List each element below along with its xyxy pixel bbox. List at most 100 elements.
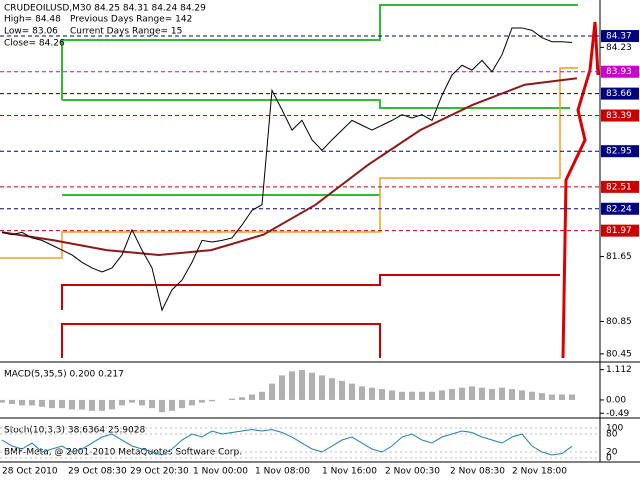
level-label: 83.66 (606, 89, 632, 99)
time-label: 2 Nov 00:30 (385, 467, 440, 477)
macd-bar (99, 399, 105, 411)
macd-bar (49, 399, 55, 409)
macd-bar (19, 399, 25, 406)
price-tick-label: 84.23 (606, 43, 632, 53)
macd-bar (459, 387, 465, 400)
macd-bar (139, 399, 145, 406)
macd-bar (479, 387, 485, 400)
level-label: 82.51 (606, 182, 632, 192)
macd-bar (409, 391, 415, 400)
channel-line (61, 4, 578, 100)
macd-bar (199, 399, 205, 403)
macd-bar (29, 399, 35, 406)
stoch-tick-label: 100 (606, 424, 623, 434)
macd-bar (429, 391, 435, 400)
stoch-label: Stoch(10,3,3) 38.6364 25.9028 (4, 426, 145, 436)
macd-bar (539, 393, 545, 400)
macd-bar (309, 372, 315, 400)
channel-line (62, 99, 570, 109)
prev-range: Previous Days Range= 142 (70, 15, 192, 25)
macd-bar (509, 389, 515, 400)
macd-bar (489, 389, 495, 400)
macd-bar (229, 398, 235, 400)
curr-range: Current Days Range= 15 (70, 27, 182, 37)
low: Low= 83.06 (4, 27, 58, 37)
macd-bar (449, 389, 455, 400)
level-label: 84.37 (606, 32, 632, 42)
macd-bar (349, 383, 355, 400)
macd-bar (569, 394, 575, 400)
time-label: 1 Nov 16:00 (322, 467, 377, 477)
level-label: 82.24 (606, 204, 632, 214)
time-label: 2 Nov 08:30 (450, 467, 505, 477)
macd-bar (319, 375, 325, 400)
time-label: 1 Nov 08:00 (255, 467, 310, 477)
macd-bar (39, 399, 45, 407)
forecast-line (561, 21, 600, 359)
macd-bar (159, 399, 165, 413)
macd-tick-label: -0.49 (606, 409, 630, 419)
macd-bar (259, 391, 265, 400)
level-box (601, 145, 639, 158)
price-tick-label: 81.65 (606, 252, 632, 262)
macd-bar (289, 371, 295, 400)
support-line (61, 274, 560, 310)
time-label: 29 Oct 08:30 (68, 467, 127, 477)
macd-bar (269, 383, 275, 400)
moving-average (1, 77, 578, 256)
macd-bar (89, 399, 95, 411)
macd-bar (239, 397, 245, 400)
macd-bar (9, 399, 15, 405)
stoch-tick-label: 80 (606, 430, 618, 440)
macd-bar (59, 399, 65, 409)
price-line (1, 27, 573, 312)
level-box (601, 65, 639, 78)
macd-bar (339, 380, 345, 400)
level-label: 82.95 (606, 147, 632, 157)
price-tick-label: 80.85 (606, 317, 632, 327)
level-box (601, 202, 639, 215)
macd-bar (549, 394, 555, 400)
stoch-line (1, 428, 573, 456)
macd-bar (499, 387, 505, 400)
macd-bar (359, 386, 365, 400)
macd-bar (189, 399, 195, 406)
macd-tick-label: 0.00 (606, 395, 626, 405)
macd-bar (179, 399, 185, 409)
macd-bar (79, 399, 85, 410)
macd-tick-label: 1.112 (606, 365, 632, 375)
pivot-line (0, 67, 578, 259)
time-label: 1 Nov 00:00 (193, 467, 248, 477)
level-label: 83.93 (606, 67, 632, 77)
macd-bar (529, 391, 535, 400)
macd-bar (439, 390, 445, 400)
macd-bar (389, 390, 395, 400)
level-box (601, 30, 639, 43)
macd-bar (149, 399, 155, 409)
macd-bar (419, 391, 425, 400)
level-label: 81.97 (606, 226, 632, 236)
time-label: 29 Oct 20:30 (130, 467, 189, 477)
macd-bar (249, 394, 255, 400)
macd-bar (469, 386, 475, 400)
macd-bar (69, 399, 75, 410)
macd-bar (279, 375, 285, 400)
level-label: 83.39 (606, 111, 632, 121)
macd-bar (119, 399, 125, 406)
macd-bar (299, 369, 305, 400)
symbol-line: CRUDEOILUSD,M30 84.25 84.31 84.24 84.29 (4, 4, 206, 14)
support-line (61, 323, 381, 358)
macd-bar (559, 394, 565, 400)
time-label: 28 Oct 2010 (2, 467, 58, 477)
level-box (601, 87, 639, 100)
macd-bar (0, 399, 5, 403)
close: Close= 84.26 (4, 39, 65, 49)
stoch-tick-label: 0 (606, 454, 612, 464)
time-label: 2 Nov 18:00 (512, 467, 567, 477)
macd-bar (109, 399, 115, 410)
macd-bar (519, 390, 525, 400)
level-box (601, 224, 639, 237)
level-box (601, 180, 639, 193)
